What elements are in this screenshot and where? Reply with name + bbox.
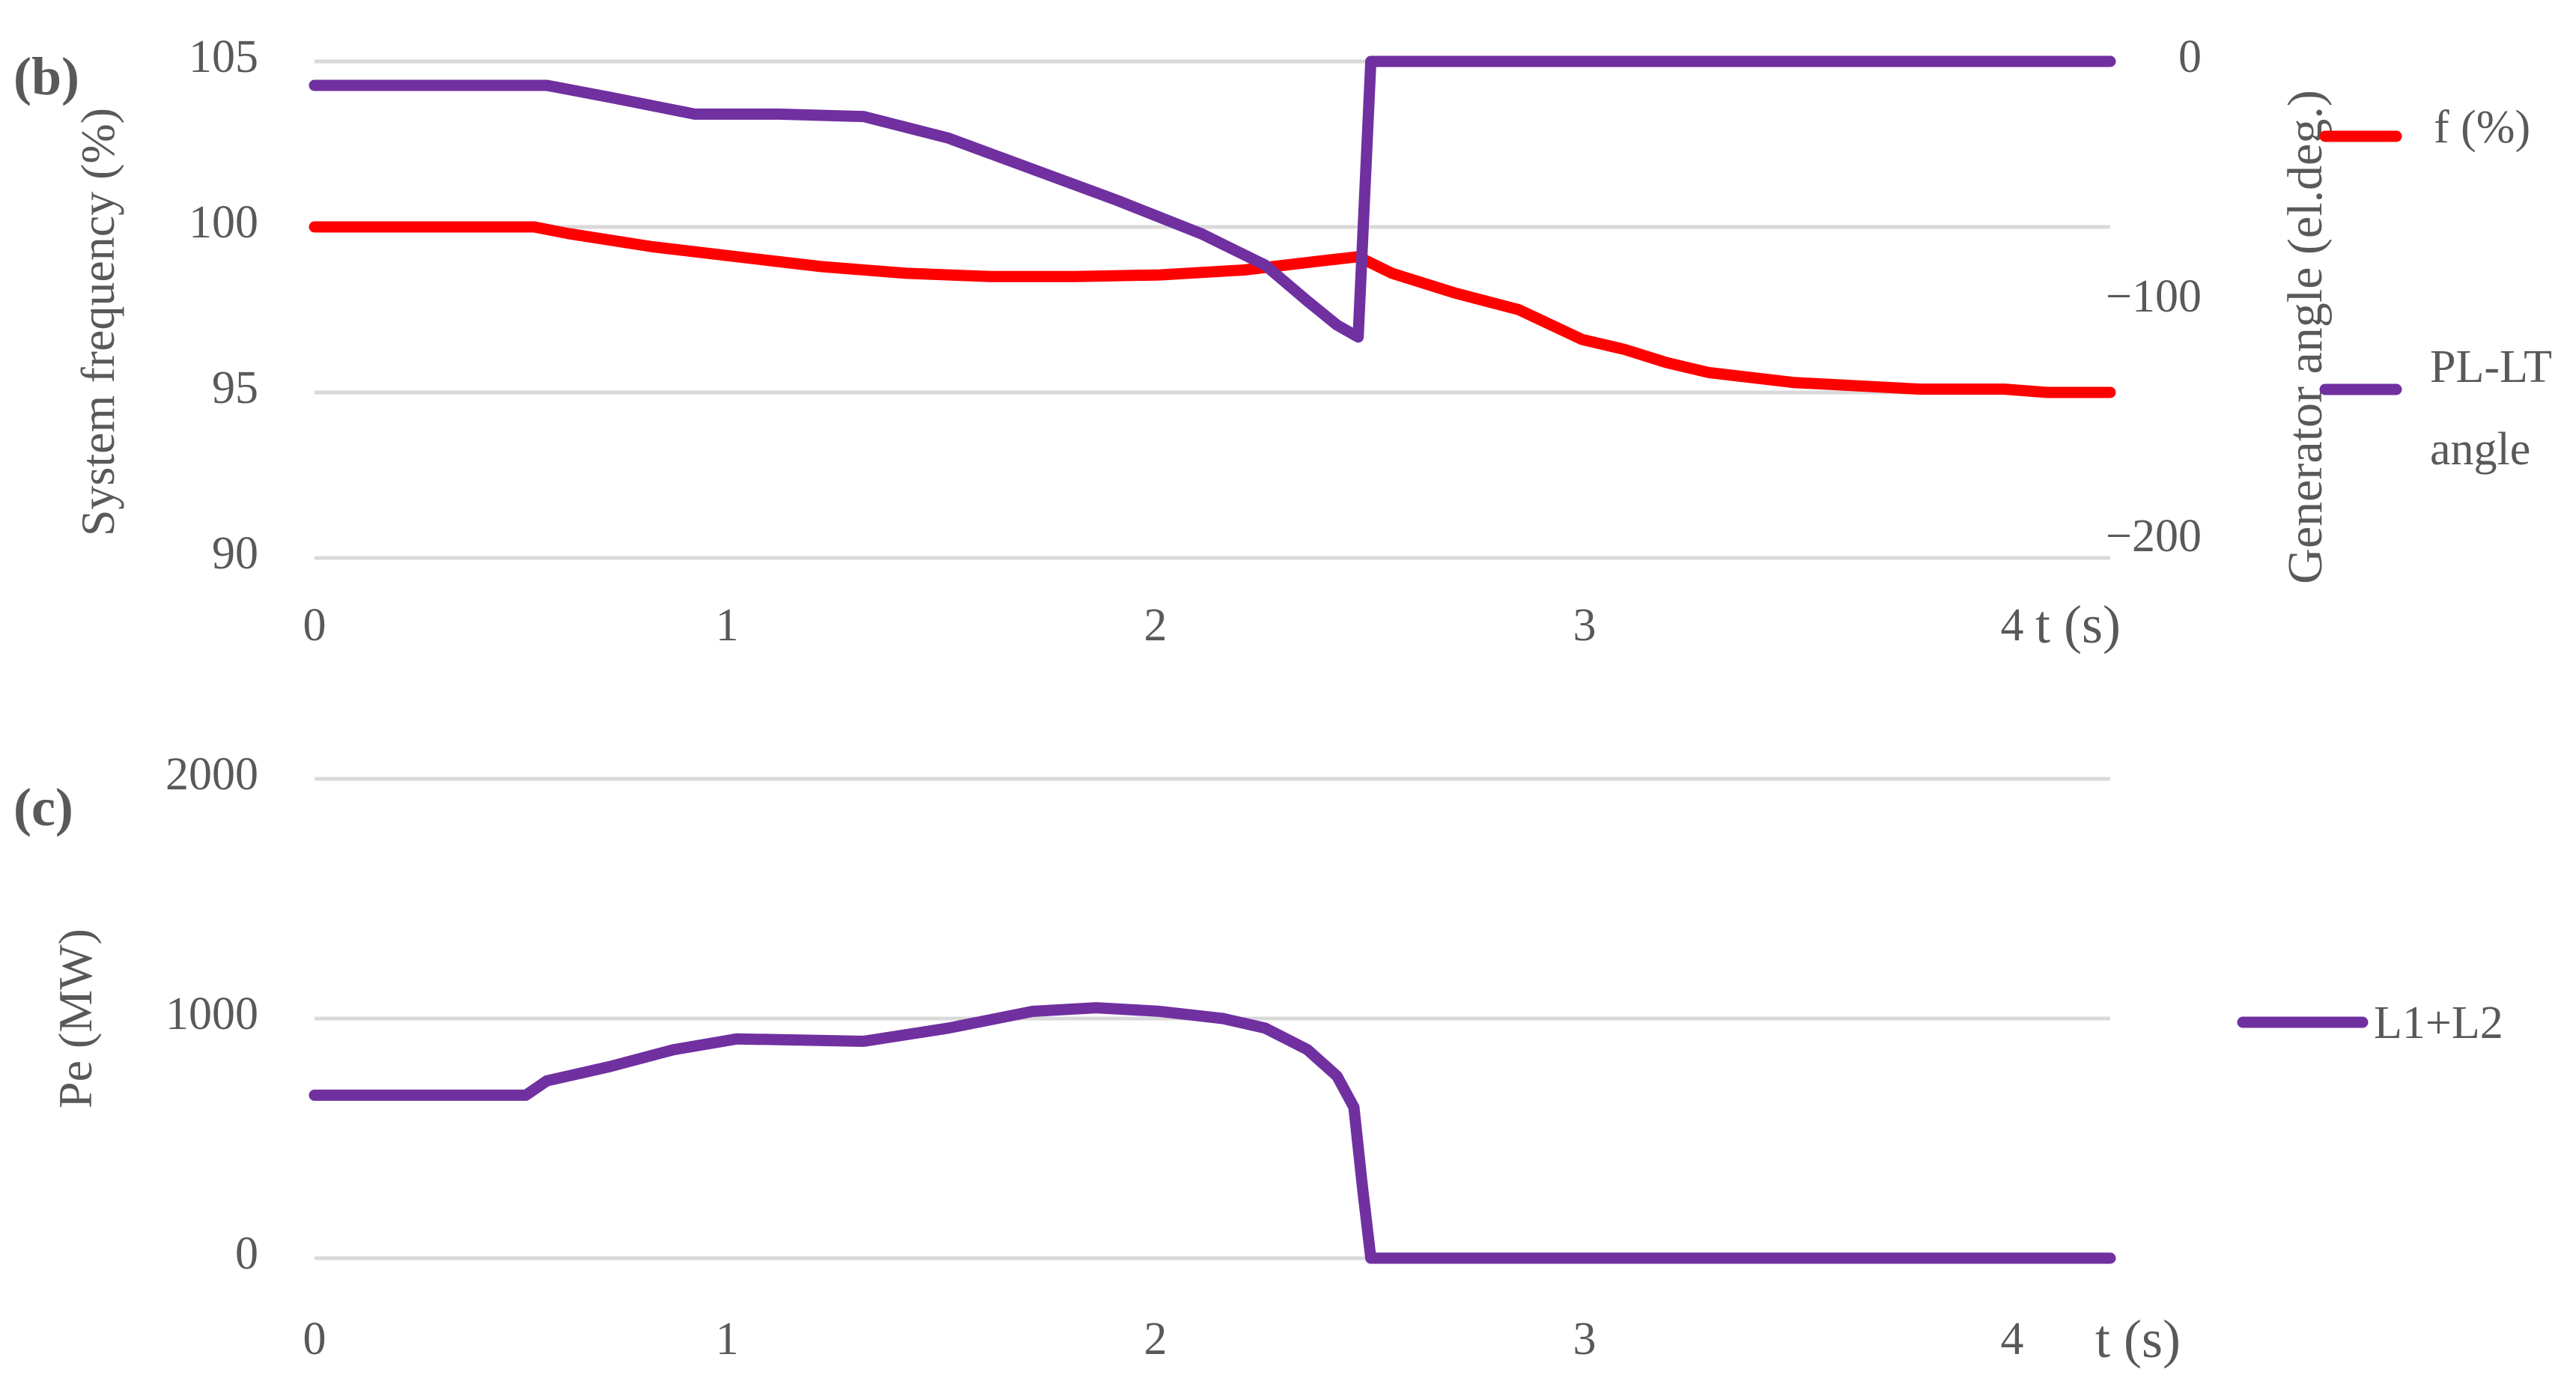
legend-label-pl-lt-angle: PL-LT angle <box>2430 342 2563 475</box>
b-x-axis-title: t (s) <box>2035 595 2121 655</box>
series-line-f <box>309 221 2116 398</box>
panel-c-legend: L1+L2 <box>2237 998 2503 1048</box>
panel-c-y-ticks: 2000 1000 0 <box>165 749 258 1279</box>
panel-b: (b) 105 100 95 90 0 −100 −200 0 1 2 3 4 … <box>13 31 2563 655</box>
b-xtick-3: 3 <box>1573 600 1597 651</box>
c-ytick-1000: 1000 <box>165 989 258 1039</box>
b-y-axis-title: System frequency (%) <box>71 108 124 536</box>
panel-b-x-ticks: 0 1 2 3 4 <box>303 600 2024 651</box>
b-ytick-95: 95 <box>212 362 258 413</box>
b-y2tick-0: 0 <box>2178 31 2202 82</box>
panel-b-y2-ticks: 0 −100 −200 <box>2106 31 2202 562</box>
legend-item-f: f (%) <box>2319 102 2530 153</box>
b-y2tick-minus200: −200 <box>2106 511 2202 562</box>
b-ytick-105: 105 <box>189 31 258 82</box>
legend-label-f: f (%) <box>2434 102 2530 153</box>
panel-b-series <box>309 55 2116 398</box>
series-line-l1-l2 <box>309 1002 2116 1264</box>
c-ytick-0: 0 <box>235 1228 258 1279</box>
legend-label-pl-lt-angle-line2: angle <box>2430 424 2530 475</box>
c-xtick-0: 0 <box>303 1314 326 1365</box>
legend-item-pl-lt-angle: PL-LT angle <box>2319 342 2563 475</box>
c-xtick-2: 2 <box>1144 1314 1167 1365</box>
legend-label-l1-l2: L1+L2 <box>2374 998 2503 1048</box>
legend-item-l1-l2: L1+L2 <box>2237 998 2503 1048</box>
panel-b-legend: f (%) PL-LT angle <box>2319 102 2563 475</box>
legend-label-pl-lt-angle-line1: PL-LT <box>2430 342 2551 392</box>
panel-b-label: (b) <box>13 46 79 106</box>
b-xtick-4: 4 <box>2001 600 2024 651</box>
c-x-axis-title: t (s) <box>2095 1309 2181 1369</box>
panel-c: (c) 2000 1000 0 0 1 2 3 4 t (s) Pe (MW) <box>13 749 2503 1369</box>
panel-c-label: (c) <box>13 777 73 837</box>
b-xtick-2: 2 <box>1144 600 1167 651</box>
panel-b-y-ticks: 105 100 95 90 <box>189 31 258 579</box>
c-y-axis-title: Pe (MW) <box>49 929 102 1108</box>
panel-b-gridlines <box>315 59 2110 560</box>
b-xtick-1: 1 <box>716 600 739 651</box>
b-ytick-100: 100 <box>189 197 258 248</box>
b-xtick-0: 0 <box>303 600 326 651</box>
panel-c-series <box>309 1002 2116 1264</box>
c-ytick-2000: 2000 <box>165 749 258 800</box>
c-xtick-4: 4 <box>2001 1314 2024 1365</box>
c-xtick-3: 3 <box>1573 1314 1597 1365</box>
panel-c-x-ticks: 0 1 2 3 4 <box>303 1314 2024 1365</box>
b-ytick-90: 90 <box>212 528 258 579</box>
b-y2-axis-title: Generator angle (el.deg.) <box>2278 90 2333 584</box>
c-xtick-1: 1 <box>716 1314 739 1365</box>
b-y2tick-minus100: −100 <box>2106 271 2202 322</box>
series-line-pl-lt-angle <box>309 55 2116 343</box>
